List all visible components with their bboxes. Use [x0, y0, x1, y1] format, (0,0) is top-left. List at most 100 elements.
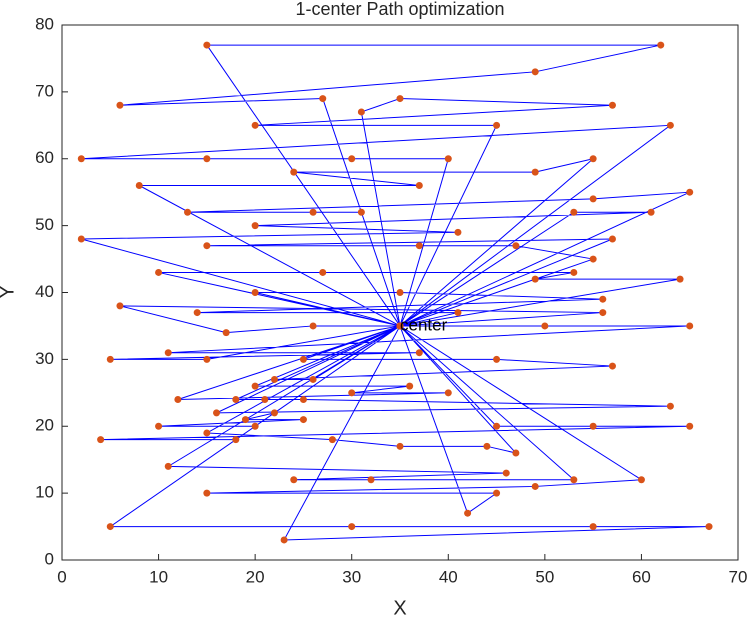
y-tick-label: 20: [35, 416, 54, 435]
point: [270, 409, 278, 417]
point: [348, 155, 356, 163]
point: [608, 101, 616, 109]
point: [406, 382, 414, 390]
point: [647, 208, 655, 216]
point: [686, 422, 694, 430]
point: [608, 235, 616, 243]
point: [203, 242, 211, 250]
point: [232, 436, 240, 444]
point: [666, 121, 674, 129]
point: [454, 228, 462, 236]
point: [415, 182, 423, 189]
point: [570, 476, 578, 484]
x-tick-label: 60: [632, 567, 651, 586]
point: [686, 188, 694, 196]
point: [164, 349, 172, 357]
point: [348, 523, 356, 531]
point: [116, 302, 124, 310]
point: [299, 416, 307, 424]
point: [193, 309, 201, 317]
point: [531, 68, 539, 76]
point: [106, 355, 114, 363]
point: [280, 536, 288, 544]
point: [589, 523, 597, 531]
point: [251, 382, 259, 390]
point: [502, 469, 510, 477]
point: [608, 362, 616, 370]
point: [348, 389, 356, 397]
point: [251, 422, 259, 430]
point: [589, 255, 597, 263]
point: [290, 476, 298, 484]
y-tick-label: 50: [35, 215, 54, 234]
point: [444, 389, 452, 397]
point: [309, 322, 317, 330]
point: [531, 168, 539, 176]
point: [251, 222, 259, 230]
x-tick-label: 70: [729, 567, 748, 586]
point: [251, 289, 259, 296]
y-tick-label: 30: [35, 349, 54, 368]
point: [396, 95, 404, 103]
point: [203, 355, 211, 363]
point: [203, 489, 211, 497]
point: [116, 101, 124, 109]
y-tick-label: 0: [45, 549, 54, 568]
point: [222, 329, 230, 337]
x-tick-label: 0: [57, 567, 66, 586]
point: [531, 275, 539, 283]
point: [203, 41, 211, 49]
x-tick-label: 20: [246, 567, 265, 586]
point: [367, 476, 375, 484]
point: [184, 208, 192, 216]
point: [493, 121, 501, 129]
point: [357, 208, 365, 216]
point: [213, 409, 221, 417]
point: [261, 396, 269, 403]
y-tick-label: 70: [35, 81, 54, 100]
point: [396, 322, 404, 330]
point: [541, 322, 549, 330]
center-label: center: [400, 315, 448, 334]
point: [319, 268, 327, 276]
point: [493, 355, 501, 363]
point: [203, 155, 211, 163]
point: [589, 422, 597, 430]
point: [666, 402, 674, 410]
point: [77, 155, 85, 163]
point: [77, 235, 85, 243]
point: [599, 295, 607, 303]
point: [464, 509, 472, 517]
point: [135, 182, 143, 189]
point: [232, 396, 240, 403]
x-tick-label: 10: [149, 567, 168, 586]
point: [328, 436, 336, 444]
x-tick-label: 50: [535, 567, 554, 586]
point: [270, 375, 278, 383]
point: [589, 155, 597, 163]
point: [657, 41, 665, 49]
y-tick-label: 80: [35, 14, 54, 33]
point: [444, 155, 452, 163]
point: [599, 309, 607, 317]
point: [415, 242, 423, 250]
point: [309, 208, 317, 216]
point: [676, 275, 684, 283]
point: [396, 289, 404, 296]
point: [319, 95, 327, 103]
point: [299, 396, 307, 403]
point: [570, 268, 578, 276]
y-axis-label: Y: [0, 285, 18, 298]
point: [106, 523, 114, 531]
point: [589, 195, 597, 203]
y-tick-label: 40: [35, 282, 54, 301]
y-tick-label: 10: [35, 483, 54, 502]
point: [454, 309, 462, 317]
y-tick-label: 60: [35, 148, 54, 167]
point: [512, 449, 520, 457]
point: [164, 462, 172, 470]
x-axis-label: X: [393, 597, 406, 619]
x-tick-label: 30: [342, 567, 361, 586]
point: [251, 121, 259, 129]
